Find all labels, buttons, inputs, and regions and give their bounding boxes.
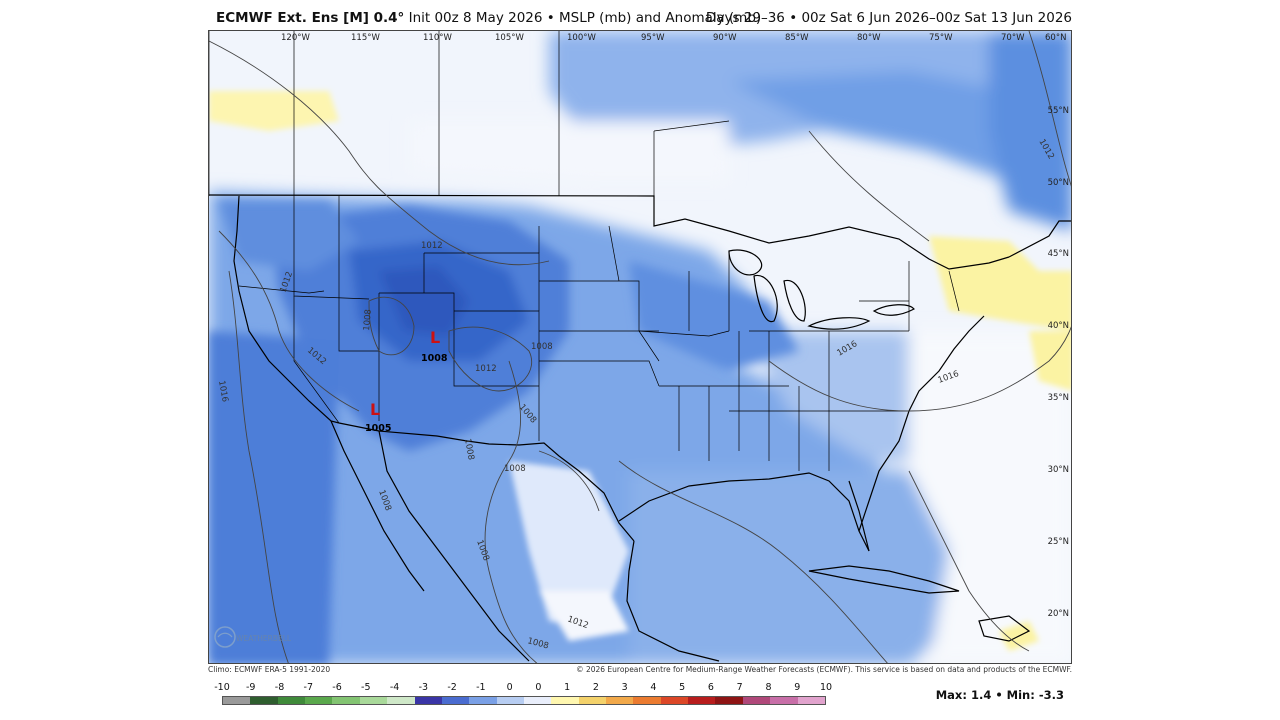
colorbar-label: 0: [506, 682, 513, 693]
contour-label: 1012: [475, 364, 497, 374]
colorbar-label: 2: [592, 682, 599, 693]
max-min-readout: Max: 1.4 • Min: -3.3: [935, 688, 1064, 702]
lat-label: 60°N: [1045, 33, 1066, 43]
low-pressure-centers: L 1008 L 1005: [365, 328, 448, 434]
lon-label: 105°W: [495, 33, 524, 43]
valid-period: Days 29–36 • 00z Sat 6 Jun 2026–00z Sat …: [705, 10, 1072, 26]
colorbar-swatch: [250, 697, 278, 704]
state-lines: [209, 31, 960, 471]
lon-label: 115°W: [351, 33, 380, 43]
colorbar: [222, 696, 826, 705]
lon-label: 75°W: [929, 33, 953, 43]
colorbar-swatch: [688, 697, 716, 704]
colorbar-label: -6: [332, 682, 342, 693]
lat-label: 55°N: [1048, 106, 1069, 116]
colorbar-label: 8: [765, 682, 772, 693]
run-info: Init 00z 8 May 2026 • MSLP (mb) and Anom…: [408, 10, 762, 26]
colorbar-label: 0: [535, 682, 542, 693]
lon-label: 70°W: [1001, 33, 1025, 43]
lat-label: 20°N: [1048, 609, 1069, 619]
colorbar-swatch: [387, 697, 415, 704]
map-title: ECMWF Ext. Ens [M] 0.4° Init 00z 8 May 2…: [216, 10, 761, 26]
copyright-credit: © 2026 European Centre for Medium-Range …: [576, 665, 1072, 674]
lon-label: 90°W: [713, 33, 737, 43]
longitude-labels: 120°W 115°W 110°W 105°W 100°W 95°W 90°W …: [281, 33, 1066, 43]
colorbar-label: 1: [564, 682, 571, 693]
lat-label: 45°N: [1048, 249, 1069, 259]
lon-label: 85°W: [785, 33, 809, 43]
low-symbol: L: [370, 400, 380, 419]
colorbar-swatch: [223, 697, 251, 704]
colorbar-swatch: [332, 697, 360, 704]
colorbar-swatch: [496, 697, 524, 704]
colorbar-swatch: [523, 697, 552, 704]
lon-label: 110°W: [423, 33, 452, 43]
colorbar-label: 7: [736, 682, 743, 693]
colorbar-swatch: [633, 697, 661, 704]
lon-label: 80°W: [857, 33, 881, 43]
colorbar-label: 3: [621, 682, 628, 693]
lat-label: 40°N: [1048, 321, 1069, 331]
colorbar-label: -8: [274, 682, 285, 693]
colorbar-label: -2: [447, 682, 457, 693]
contour-label: 1008: [531, 342, 553, 352]
lon-label: 120°W: [281, 33, 310, 43]
colorbar-swatch: [359, 697, 388, 704]
lon-label: 95°W: [641, 33, 665, 43]
colorbar-label: -4: [389, 682, 400, 693]
colorbar-swatch: [414, 697, 442, 704]
low-value: 1008: [421, 353, 448, 364]
lat-label: 50°N: [1048, 178, 1069, 188]
climo-credit: Climo: ECMWF ERA-5 1991-2020: [208, 665, 331, 674]
colorbar-swatch: [715, 697, 743, 704]
colorbar-label: 9: [794, 682, 801, 693]
anomaly-shading: [209, 31, 1071, 663]
colorbar-label: 4: [650, 682, 657, 693]
low-symbol: L: [430, 328, 440, 347]
low-value: 1005: [365, 423, 391, 434]
colorbar-label: -3: [418, 682, 429, 693]
lon-label: 100°W: [567, 33, 596, 43]
colorbar-swatch: [660, 697, 689, 704]
colorbar-label: -7: [303, 682, 314, 693]
isobars: [209, 31, 1071, 663]
contour-label: 1008: [362, 309, 374, 331]
colorbar-swatch: [742, 697, 771, 704]
contour-label: 1008: [462, 438, 476, 461]
colorbar-swatch: [606, 697, 634, 704]
contour-label: 1008: [504, 464, 526, 474]
colorbar-label: 6: [707, 682, 714, 693]
colorbar-swatch: [551, 697, 579, 704]
colorbar-label: -1: [476, 682, 486, 693]
weather-map: L 1008 L 1005 1012 1012 1016 1012 1008 1…: [209, 31, 1071, 663]
colorbar-swatch: [469, 697, 497, 704]
lat-label: 25°N: [1048, 537, 1069, 547]
colorbar-label: 5: [679, 682, 686, 693]
contour-label: 1016: [216, 380, 230, 403]
svg-text:WEATHERBELL: WEATHERBELL: [236, 634, 292, 643]
colorbar-label: -5: [361, 682, 371, 693]
latitude-labels: 55°N 50°N 45°N 40°N 35°N 30°N 25°N 20°N: [1048, 106, 1069, 619]
lat-label: 30°N: [1048, 465, 1069, 475]
colorbar-swatch: [770, 697, 798, 704]
colorbar-swatch: [441, 697, 470, 704]
boundaries: [209, 194, 1071, 662]
weatherbell-logo: WEATHERBELL: [214, 624, 294, 650]
colorbar-label: -9: [246, 682, 256, 693]
model-name: ECMWF Ext. Ens [M] 0.4°: [216, 10, 405, 26]
map-panel[interactable]: L 1008 L 1005 1012 1012 1016 1012 1008 1…: [208, 30, 1072, 664]
colorbar-labels: -10 -9 -8 -7 -6 -5 -4 -3 -2 -1 0 0 1 2 3 4 5 6 7 8 9 10: [214, 682, 832, 694]
contour-label: 1012: [421, 241, 443, 251]
colorbar-label: 10: [819, 682, 833, 693]
lat-label: 35°N: [1048, 393, 1069, 403]
colorbar-swatch: [578, 697, 607, 704]
colorbar-swatch: [305, 697, 333, 704]
colorbar-label: -10: [214, 682, 230, 693]
colorbar-swatch: [277, 697, 306, 704]
colorbar-swatch: [797, 697, 825, 704]
